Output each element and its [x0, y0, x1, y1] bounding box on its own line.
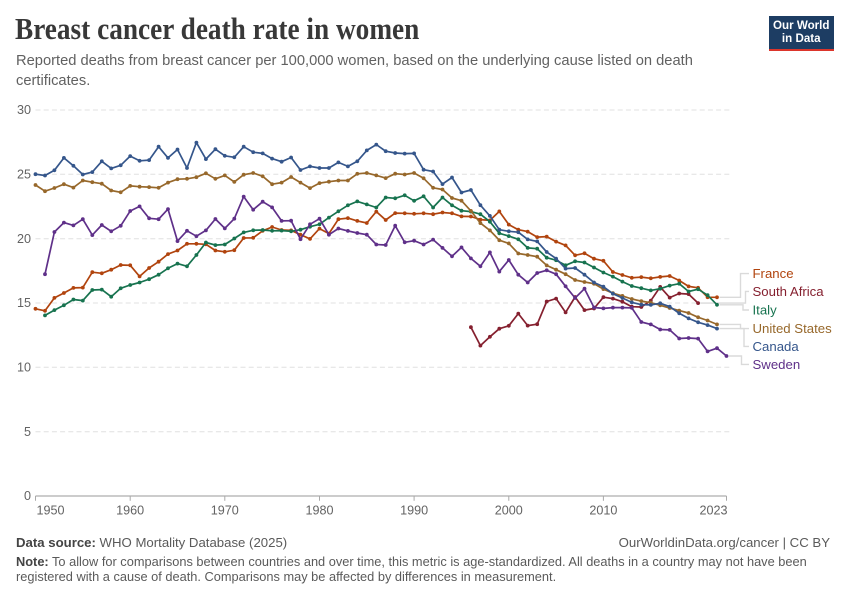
- svg-text:1950: 1950: [37, 504, 65, 518]
- svg-text:1980: 1980: [305, 504, 333, 518]
- svg-text:0: 0: [24, 489, 31, 503]
- svg-text:20: 20: [17, 232, 31, 246]
- svg-text:United States: United States: [753, 321, 833, 336]
- svg-text:1960: 1960: [116, 504, 144, 518]
- svg-text:2000: 2000: [495, 504, 523, 518]
- svg-text:30: 30: [17, 103, 31, 117]
- svg-text:Canada: Canada: [753, 339, 800, 354]
- svg-text:5: 5: [24, 425, 31, 439]
- svg-text:2023: 2023: [699, 504, 727, 518]
- svg-text:South Africa: South Africa: [753, 284, 825, 299]
- svg-text:Sweden: Sweden: [753, 357, 801, 372]
- svg-text:2010: 2010: [589, 504, 617, 518]
- svg-text:Italy: Italy: [753, 303, 778, 318]
- svg-text:15: 15: [17, 296, 31, 310]
- svg-text:25: 25: [17, 168, 31, 182]
- svg-text:1970: 1970: [211, 504, 239, 518]
- svg-text:France: France: [753, 266, 794, 281]
- svg-text:1990: 1990: [400, 504, 428, 518]
- svg-text:10: 10: [17, 361, 31, 375]
